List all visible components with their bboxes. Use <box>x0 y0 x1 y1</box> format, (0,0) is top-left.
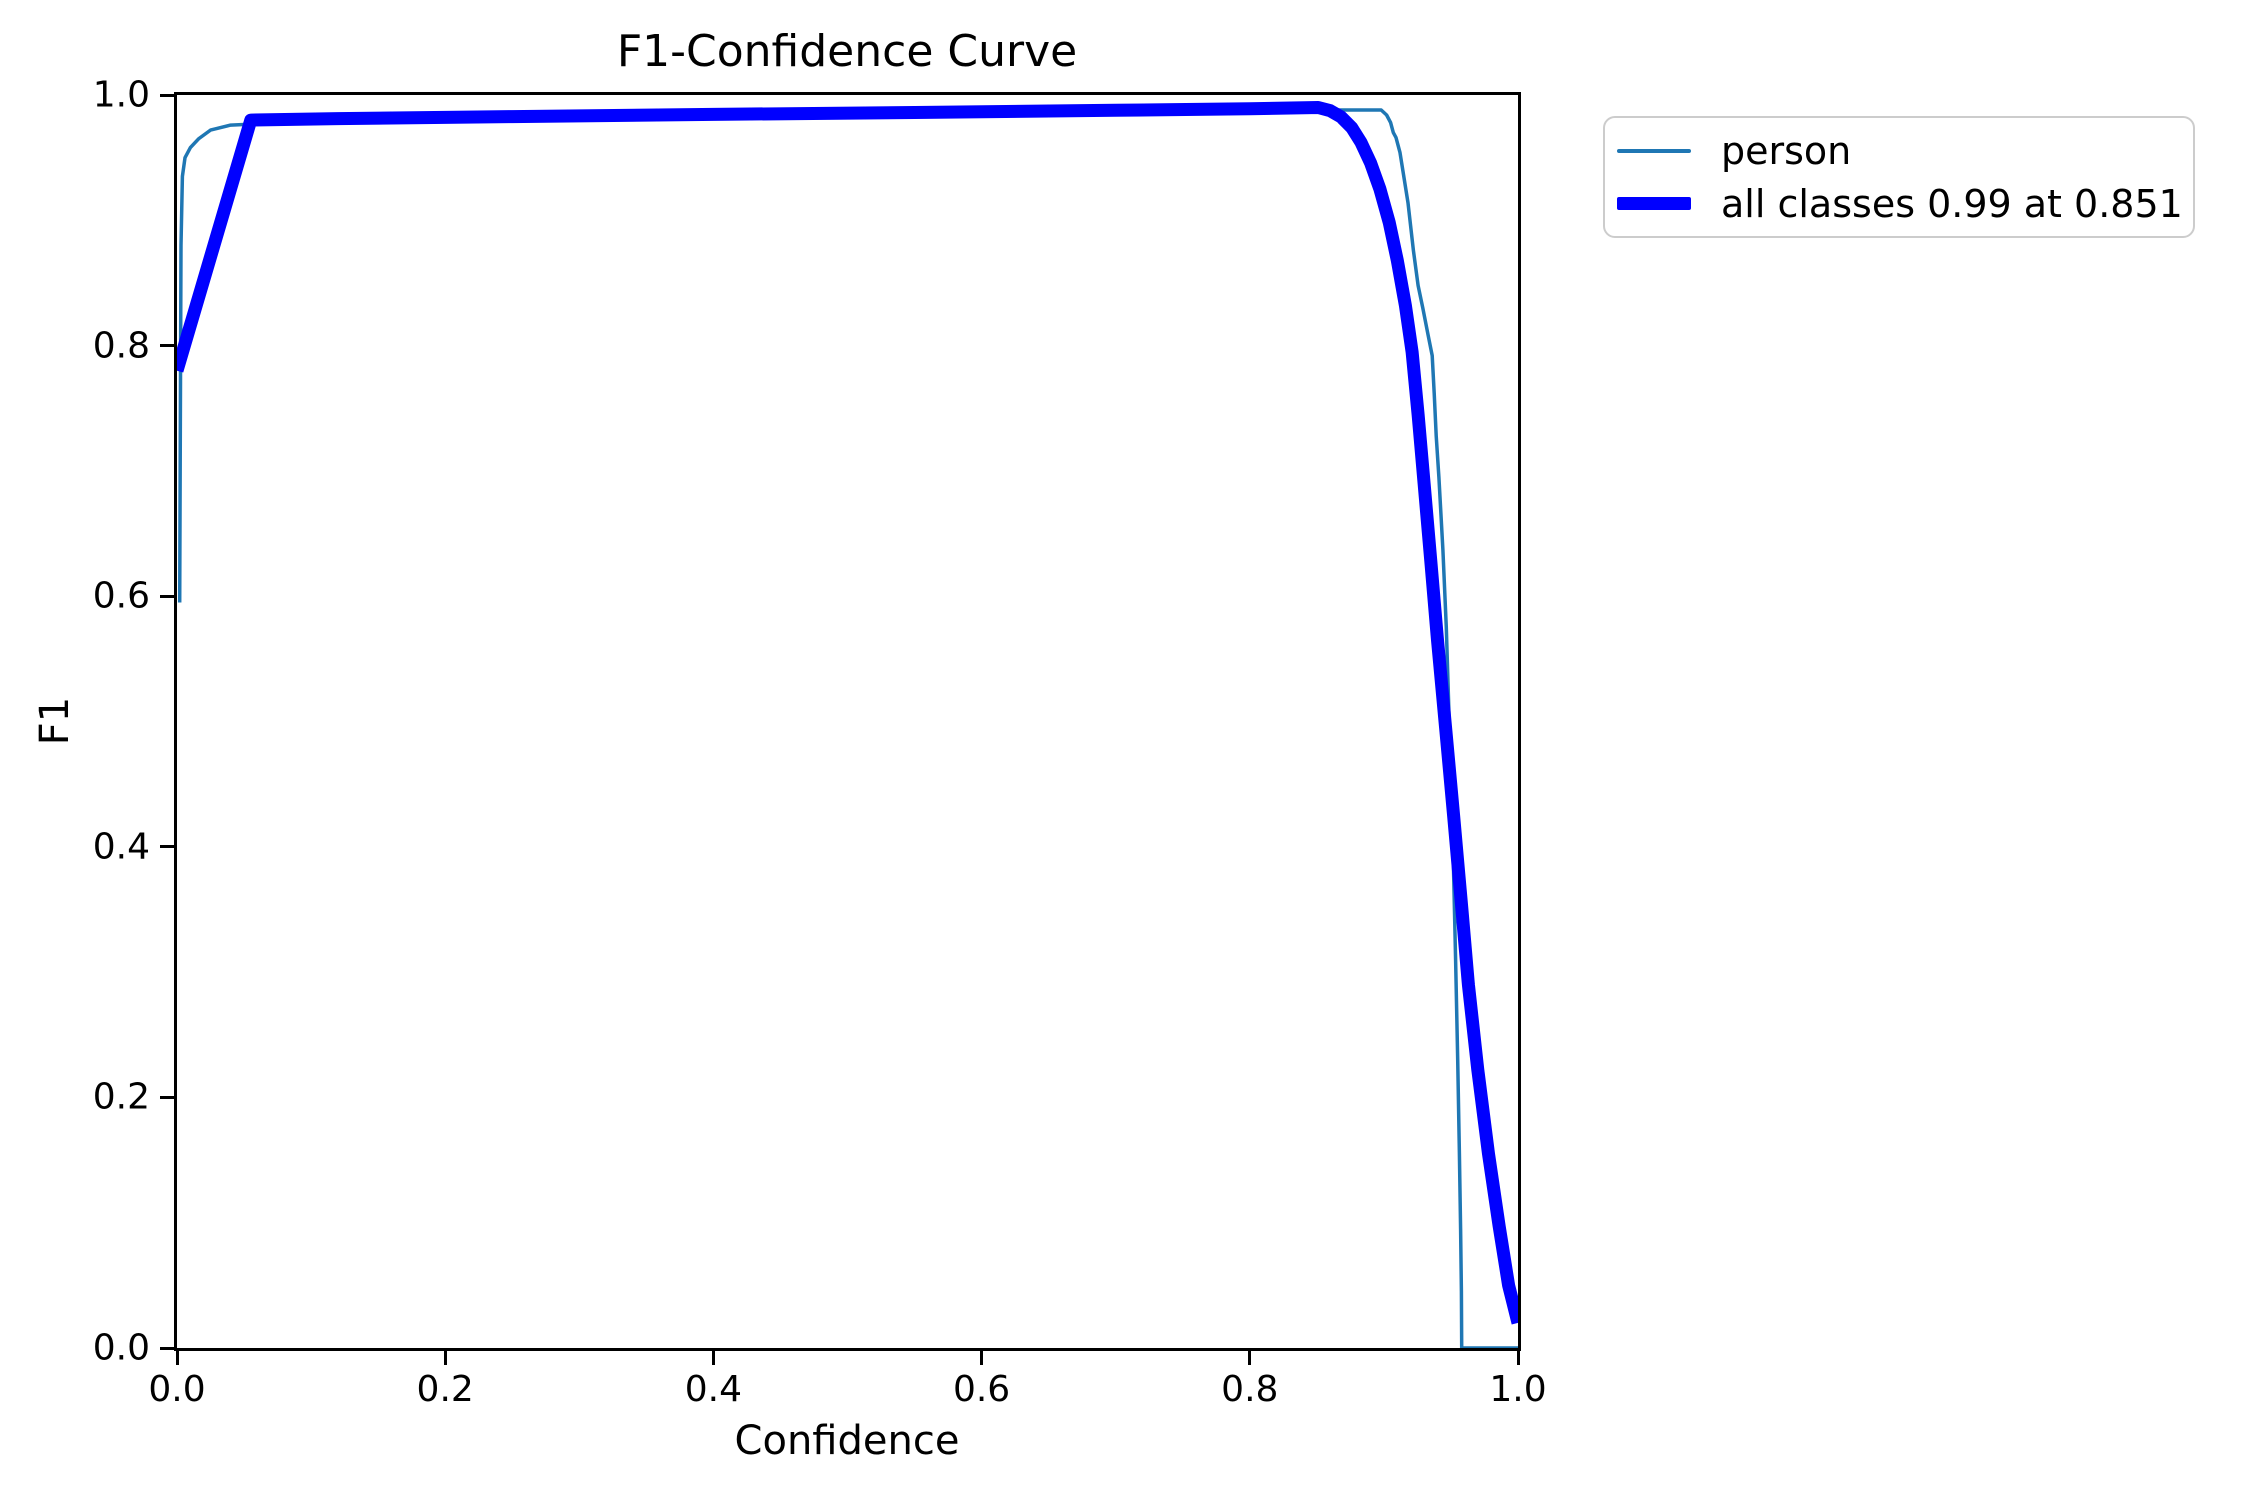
x-tick-mark <box>1248 1351 1252 1365</box>
y-tick-mark <box>160 1095 174 1099</box>
legend-label-all-classes: all classes 0.99 at 0.851 <box>1721 181 2183 226</box>
y-tick-mark <box>160 594 174 598</box>
x-tick-mark <box>711 1351 715 1365</box>
y-tick-mark <box>160 93 174 97</box>
all-classes-line-icon <box>1617 197 1691 210</box>
person-line-icon <box>1617 148 1691 153</box>
x-tick-mark <box>175 1351 179 1365</box>
y-tick-label: 1.0 <box>92 74 150 116</box>
chart-title: F1-Confidence Curve <box>616 26 1078 77</box>
person-curve <box>177 108 1518 1348</box>
x-tick-label: 0.2 <box>416 1369 474 1410</box>
y-tick-label: 0.0 <box>92 1327 150 1369</box>
all-classes-line-swatch <box>1617 197 1691 210</box>
x-axis: 0.0 0.2 0.4 0.6 0.8 1.0 <box>148 1351 1547 1471</box>
x-tick-mark <box>980 1351 984 1365</box>
y-axis-label: F1 <box>32 696 78 746</box>
x-axis-label: Confidence <box>734 1418 960 1464</box>
x-tick-label: 1.0 <box>1489 1369 1547 1410</box>
y-tick-mark <box>160 344 174 348</box>
legend-label-person: person <box>1721 128 1852 173</box>
y-tick-label: 0.6 <box>92 575 150 617</box>
legend: person all classes 0.99 at 0.851 <box>1603 116 2195 238</box>
y-tick-mark <box>160 845 174 849</box>
y-tick-mark <box>160 1346 174 1350</box>
y-tick-label: 0.2 <box>92 1076 150 1118</box>
y-axis: 0.0 0.2 0.4 0.6 0.8 1.0 <box>0 75 174 1369</box>
x-tick-mark <box>443 1351 447 1365</box>
person-line-swatch <box>1617 148 1691 153</box>
curves-canvas <box>177 101 1518 1348</box>
plot-area <box>174 92 1521 1351</box>
y-tick-label: 0.8 <box>92 325 150 367</box>
y-tick-label: 0.4 <box>92 826 150 868</box>
all-classes-curve <box>177 101 1518 1325</box>
x-tick-label: 0.8 <box>1221 1369 1279 1410</box>
legend-item-all-classes: all classes 0.99 at 0.851 <box>1617 177 2183 230</box>
x-tick-label: 0.6 <box>952 1369 1011 1410</box>
x-tick-label: 0.0 <box>148 1369 206 1410</box>
x-tick-label: 0.4 <box>684 1369 743 1410</box>
x-tick-mark <box>1516 1351 1520 1365</box>
legend-item-person: person <box>1617 124 2181 177</box>
